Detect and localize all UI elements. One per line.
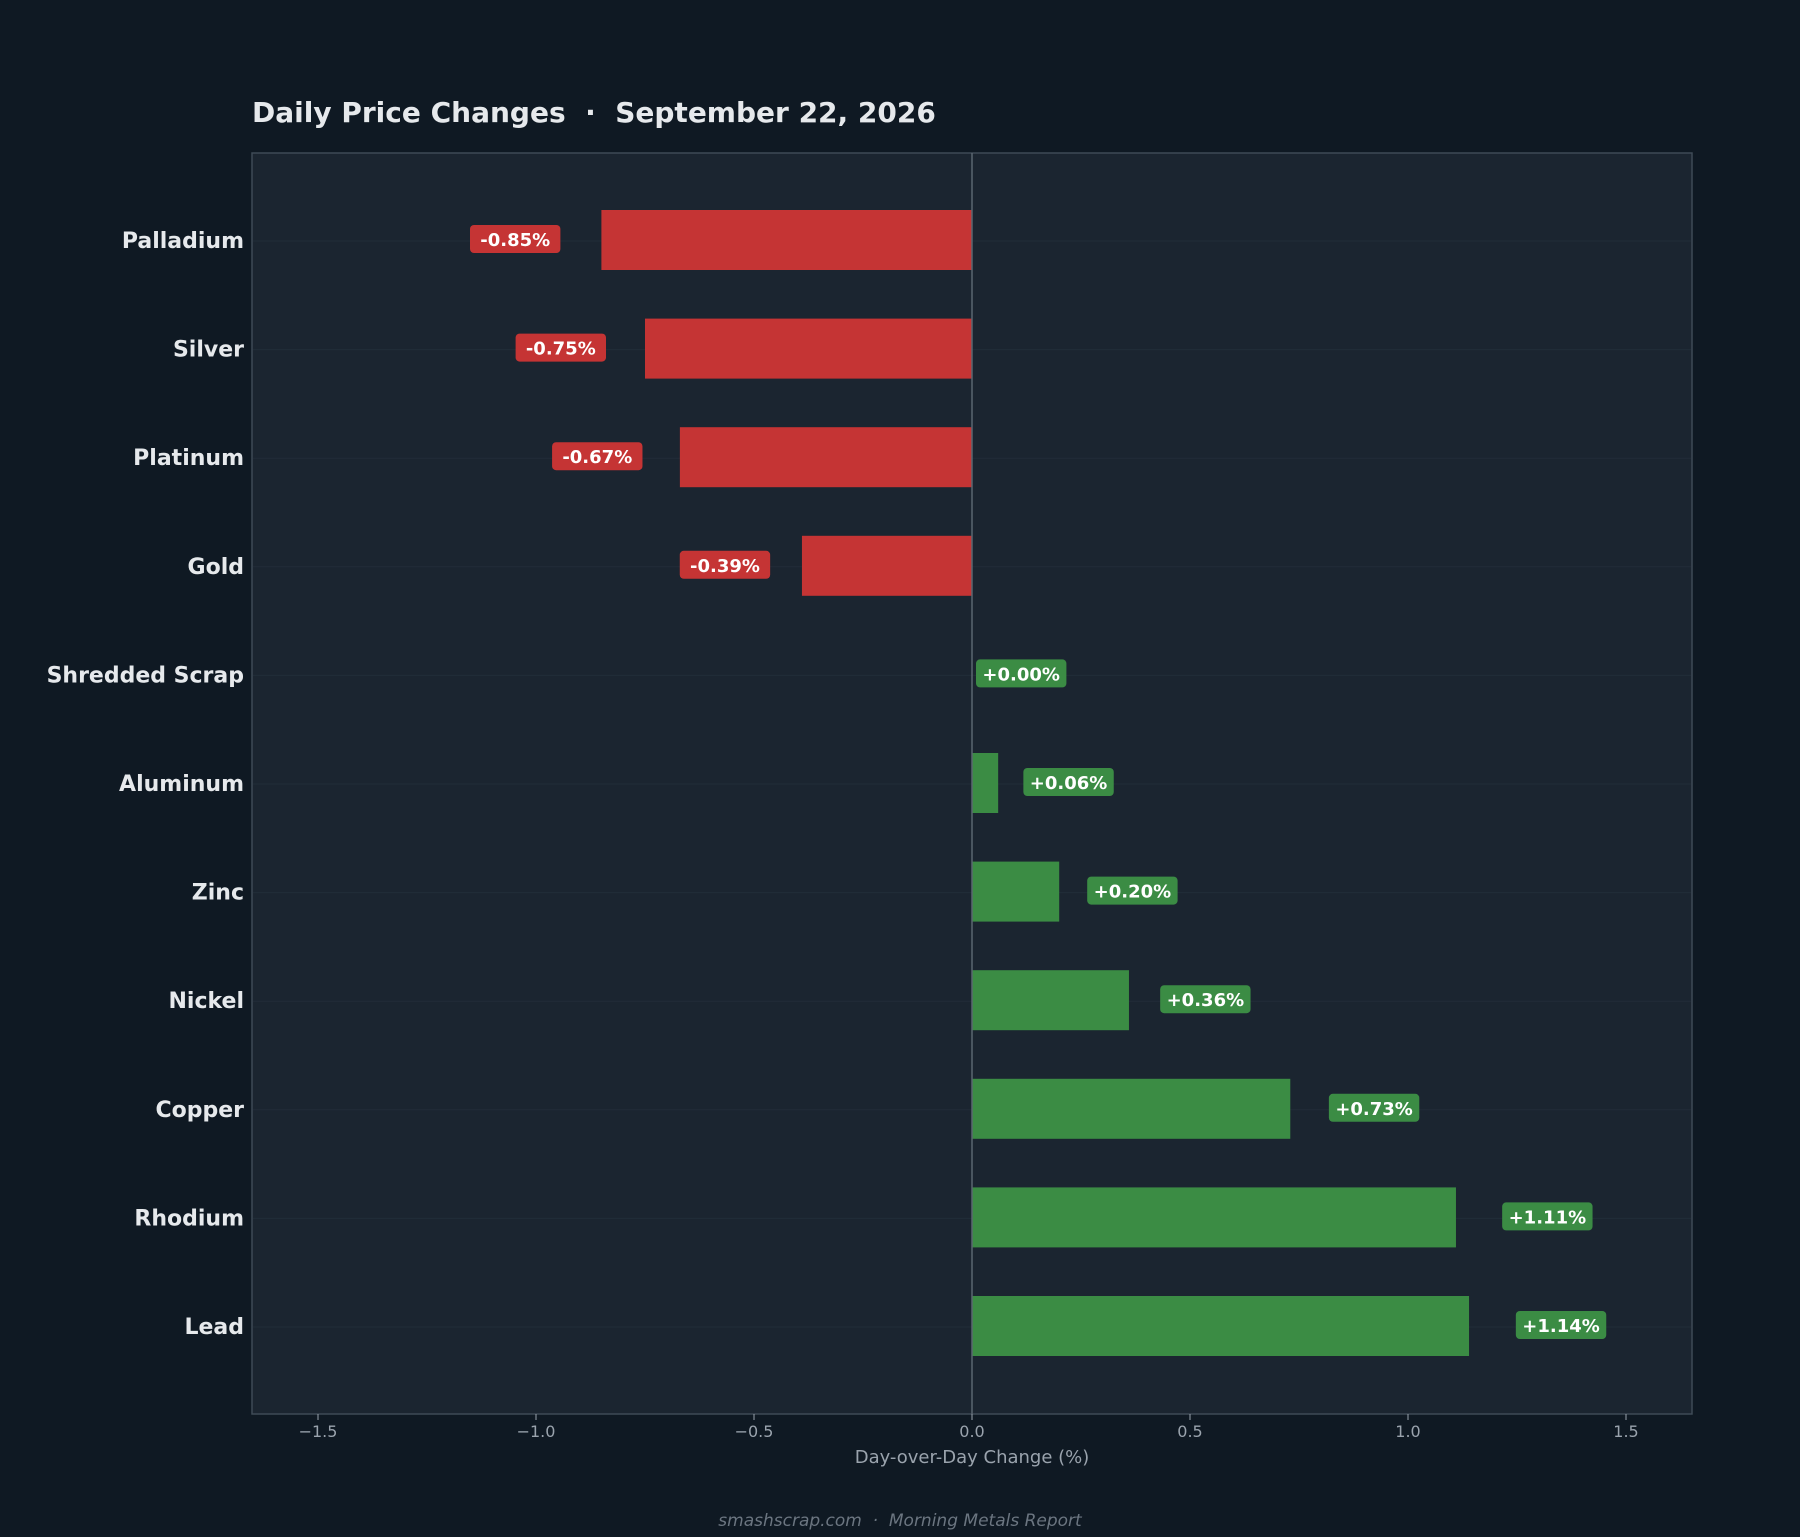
category-label: Shredded Scrap xyxy=(47,663,244,688)
bar-aluminum xyxy=(972,753,999,813)
footer-text: smashscrap.com · Morning Metals Report xyxy=(718,1511,1083,1531)
value-label: +0.36% xyxy=(1167,990,1245,1011)
value-label: +1.14% xyxy=(1522,1316,1600,1337)
value-label: +0.73% xyxy=(1335,1099,1413,1120)
bar-copper xyxy=(972,1078,1291,1139)
value-label: -0.75% xyxy=(526,339,596,360)
category-label: Palladium xyxy=(122,229,244,254)
value-label-bg xyxy=(976,659,1067,688)
category-label: Nickel xyxy=(169,989,245,1014)
value-label: +0.06% xyxy=(1030,773,1108,794)
bar-rhodium xyxy=(972,1187,1456,1248)
x-tick-label: 1.5 xyxy=(1613,1422,1638,1441)
value-label-bg xyxy=(1502,1202,1593,1231)
bar-gold xyxy=(801,535,972,596)
value-label-bg xyxy=(1023,768,1114,796)
x-tick-label: −0.5 xyxy=(735,1422,774,1441)
category-label: Silver xyxy=(173,338,244,363)
category-label: Lead xyxy=(184,1315,244,1340)
value-label-bg xyxy=(1515,1311,1607,1339)
category-label: Zinc xyxy=(192,881,244,906)
x-axis-label: Day-over-Day Change (%) xyxy=(855,1447,1090,1468)
value-label: +1.11% xyxy=(1509,1207,1587,1228)
value-label-bg xyxy=(470,225,561,253)
value-label-bg xyxy=(552,442,643,471)
bar-lead xyxy=(972,1296,1470,1356)
bar-silver xyxy=(645,318,972,379)
category-label: Copper xyxy=(155,1098,244,1123)
value-label-bg xyxy=(1160,985,1251,1014)
value-label: +0.00% xyxy=(982,664,1060,685)
x-tick-label: 0.0 xyxy=(959,1422,984,1441)
value-label-bg xyxy=(1328,1093,1420,1122)
x-tick-label: 0.5 xyxy=(1177,1422,1202,1441)
x-tick-label: 1.0 xyxy=(1395,1422,1420,1441)
x-tick-label: −1.5 xyxy=(299,1422,338,1441)
value-label: -0.67% xyxy=(562,447,632,468)
chart-title: Daily Price Changes · September 22, 2026 xyxy=(252,96,936,129)
category-label: Aluminum xyxy=(119,772,244,797)
value-label-bg xyxy=(515,333,606,362)
bar-nickel xyxy=(972,970,1129,1031)
category-label: Gold xyxy=(188,555,244,580)
value-label: +0.20% xyxy=(1094,882,1172,903)
x-tick-label: −1.0 xyxy=(517,1422,556,1441)
category-label: Platinum xyxy=(133,446,244,471)
value-label: -0.85% xyxy=(480,230,550,251)
bar-platinum xyxy=(679,427,972,488)
value-label-bg xyxy=(1087,876,1178,905)
bar-zinc xyxy=(972,861,1060,922)
bar-palladium xyxy=(601,210,972,270)
value-label: -0.39% xyxy=(690,556,760,577)
value-label-bg xyxy=(679,550,771,579)
category-label: Rhodium xyxy=(134,1206,244,1231)
